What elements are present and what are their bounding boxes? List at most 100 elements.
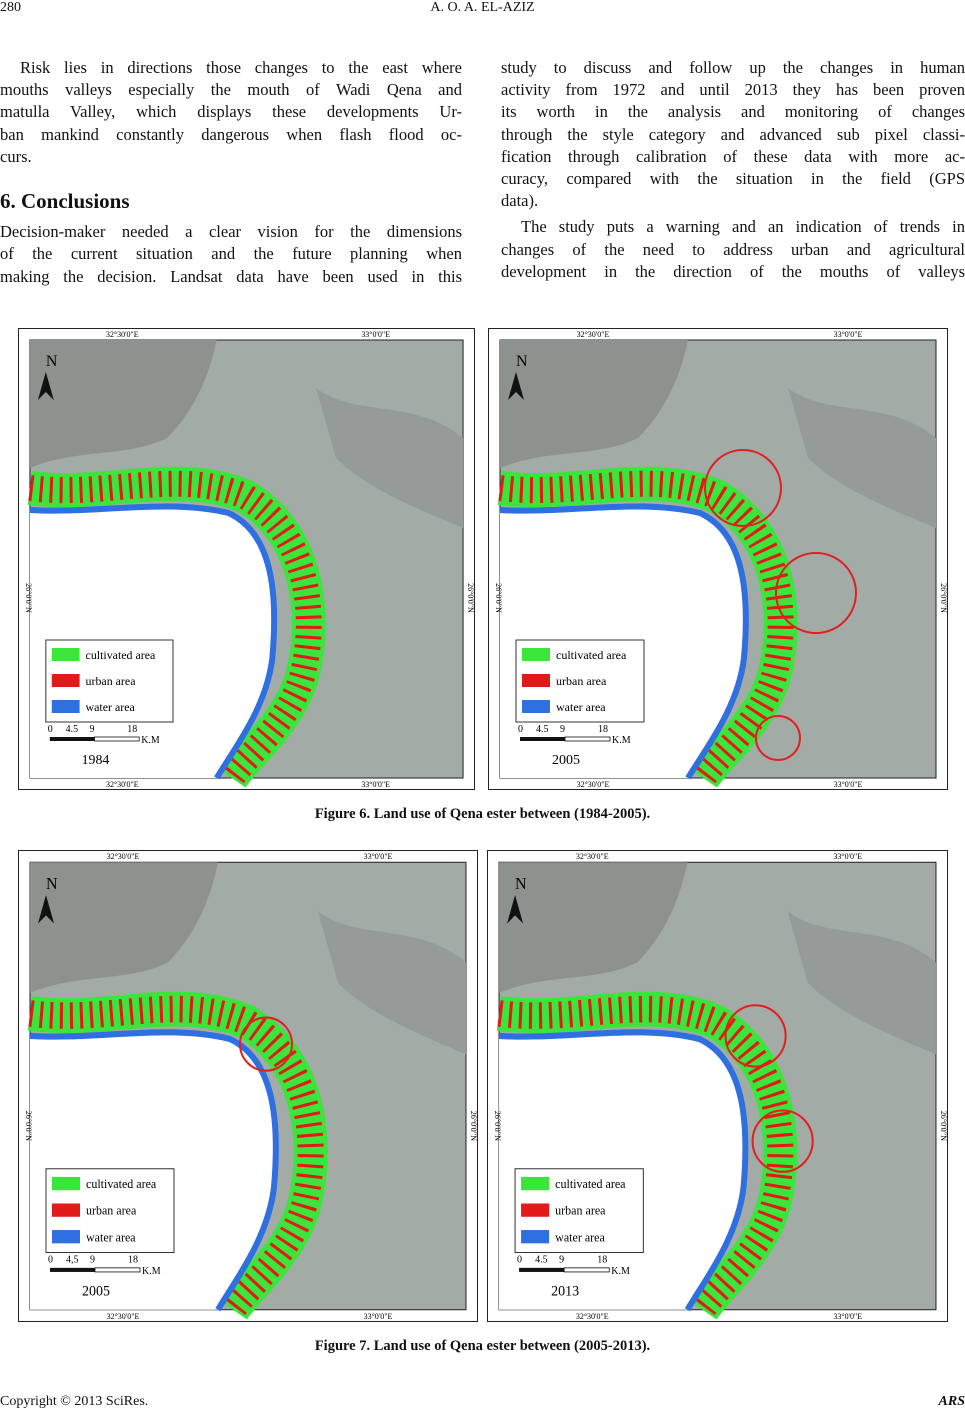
text-line: The study puts a warning and an indicati… — [521, 217, 965, 237]
text-line: of the current situation and the future … — [0, 244, 462, 264]
year-label: 2013 — [551, 1283, 579, 1299]
text-line: curacy, compared with the situation in t… — [501, 169, 965, 189]
text-line: development in the direction of the mout… — [501, 261, 965, 281]
scale-bar — [50, 1267, 95, 1272]
page-number: 280 — [0, 0, 21, 15]
river — [29, 503, 278, 780]
scale-label: 9 — [90, 1255, 95, 1266]
scale-bar — [94, 736, 140, 742]
legend-swatch — [521, 1176, 550, 1191]
map-graphic: N 32°30'0"E 32°30'0"E 33°0'0"E 33°0'0"E 26°0'… — [488, 328, 948, 790]
lat-label: 26°0'0"N — [24, 583, 33, 613]
text-line: changes of the need to address urban and… — [501, 239, 965, 259]
text-line: activity from 1972 and until 2013 they h… — [501, 80, 965, 100]
mountains — [318, 911, 466, 1055]
legend-label: cultivated area — [86, 648, 156, 662]
lon-label: 32°30'0"E — [577, 780, 610, 789]
scale-label: K.M — [612, 735, 631, 746]
figure-caption: Figure 7. Land use of Qena ester between… — [314, 1338, 651, 1354]
paragraph: The study puts a warning and an indicati… — [501, 216, 965, 283]
year-label: 1984 — [82, 753, 110, 768]
legend-swatch — [51, 648, 80, 661]
highlight-circle — [724, 1004, 787, 1068]
scale-label: 18 — [127, 724, 137, 735]
legend-swatch — [52, 1230, 80, 1244]
text-line: fication through calibration of these da… — [501, 146, 965, 166]
north-arrow — [38, 894, 54, 924]
north-label: N — [515, 875, 527, 893]
north-label: N — [46, 876, 58, 893]
scale-label: K.M — [141, 735, 160, 746]
scale-label: 18 — [598, 724, 608, 735]
mountains — [787, 911, 936, 1055]
scale-label: 4.5 — [535, 1255, 548, 1266]
lat-label: 26°0'0"N — [493, 1111, 502, 1141]
legend-label: cultivated area — [86, 1177, 157, 1191]
north-label: N — [46, 353, 58, 370]
north-arrow — [507, 894, 524, 924]
lat-label: 26°0'0"N — [939, 1111, 948, 1141]
legend-swatch — [51, 674, 80, 687]
legend-swatch — [51, 700, 80, 713]
lon-label: 32°30'0"E — [576, 852, 609, 861]
lon-label: 33°0'0"E — [364, 852, 393, 861]
left-column: Risk lies in directions those changes to… — [0, 57, 462, 288]
scale-bar — [563, 1267, 610, 1273]
scale-label: 18 — [128, 1255, 138, 1266]
river — [498, 1029, 749, 1312]
scale-label: 9 — [559, 1255, 564, 1266]
river — [499, 503, 749, 780]
legend-swatch — [522, 648, 550, 661]
urban-patches — [28, 995, 324, 1318]
text-line: study to discuss and follow up the chang… — [501, 58, 965, 77]
mountains — [30, 862, 218, 994]
section-heading: 6. Conclusions — [0, 189, 130, 214]
legend-label: cultivated area — [556, 648, 627, 662]
lon-label: 33°0'0"E — [361, 330, 390, 339]
legend-swatch — [52, 1176, 80, 1191]
mountains — [29, 340, 217, 468]
copyright: Copyright © 2013 SciRes. — [0, 1394, 149, 1409]
paragraph: Decision-maker needed a clear vision for… — [0, 221, 462, 288]
scale-label: 0 — [48, 724, 53, 735]
legend-swatch — [522, 674, 550, 687]
paragraph: Risk lies in directions those changes to… — [0, 57, 462, 168]
scale-label: 4.5 — [66, 724, 78, 735]
map-graphic: N 32°30'0"E 32°30'0"E 33°0'0"E 33°0'0"E 26°0'… — [18, 328, 475, 850]
lat-label: 26°0'0"N — [24, 1111, 33, 1141]
text-line: matulla Valley, which displays these dev… — [0, 102, 462, 122]
lon-label: 32°30'0"E — [107, 852, 140, 861]
mountains — [316, 388, 464, 528]
north-arrow — [37, 372, 54, 400]
lon-label: 32°30'0"E — [106, 780, 139, 789]
text-line: ban mankind constantly dangerous when fl… — [0, 124, 462, 144]
scale-label: 0 — [48, 1255, 53, 1266]
year-label: 2005 — [552, 753, 580, 768]
map: N 32°30'0"E 32°30'0"E 33°0'0"E 33°0'0"E 26°0'… — [488, 328, 948, 790]
lat-label: 26°0'0"N — [939, 583, 948, 613]
legend-label: water area — [556, 700, 606, 714]
scale-bar — [520, 737, 565, 741]
legend-label: urban area — [86, 1204, 137, 1218]
legend-swatch — [522, 700, 550, 713]
scale-label: 9 — [560, 724, 565, 735]
lat-label: 26°0'0"N — [494, 583, 503, 613]
lat-label: 26°0'0"N — [469, 1111, 478, 1141]
scale-label: K.M — [611, 1266, 630, 1277]
legend-label: water area — [86, 1230, 136, 1244]
lon-label: 33°0'0"E — [834, 780, 863, 789]
map-graphic: N 32°30'0"E 32°30'0"E 33°0'0"E 33°0'0"E 26°0'… — [487, 850, 948, 1322]
text-line: mouths valleys especially the mouth of W… — [0, 80, 462, 100]
north-arrow — [508, 372, 524, 400]
text-line: Decision-maker needed a clear vision for… — [0, 222, 462, 242]
highlight-circle — [755, 715, 801, 761]
urban-patches — [498, 470, 794, 786]
legend-label: cultivated area — [555, 1177, 626, 1191]
text-line: data). — [501, 191, 539, 211]
text-line: through the style category and advanced … — [501, 124, 965, 144]
lon-label: 32°30'0"E — [107, 1312, 140, 1321]
text-line: curs. — [0, 146, 32, 166]
scale-label: 0 — [517, 1255, 522, 1266]
scale-bar — [564, 736, 611, 742]
